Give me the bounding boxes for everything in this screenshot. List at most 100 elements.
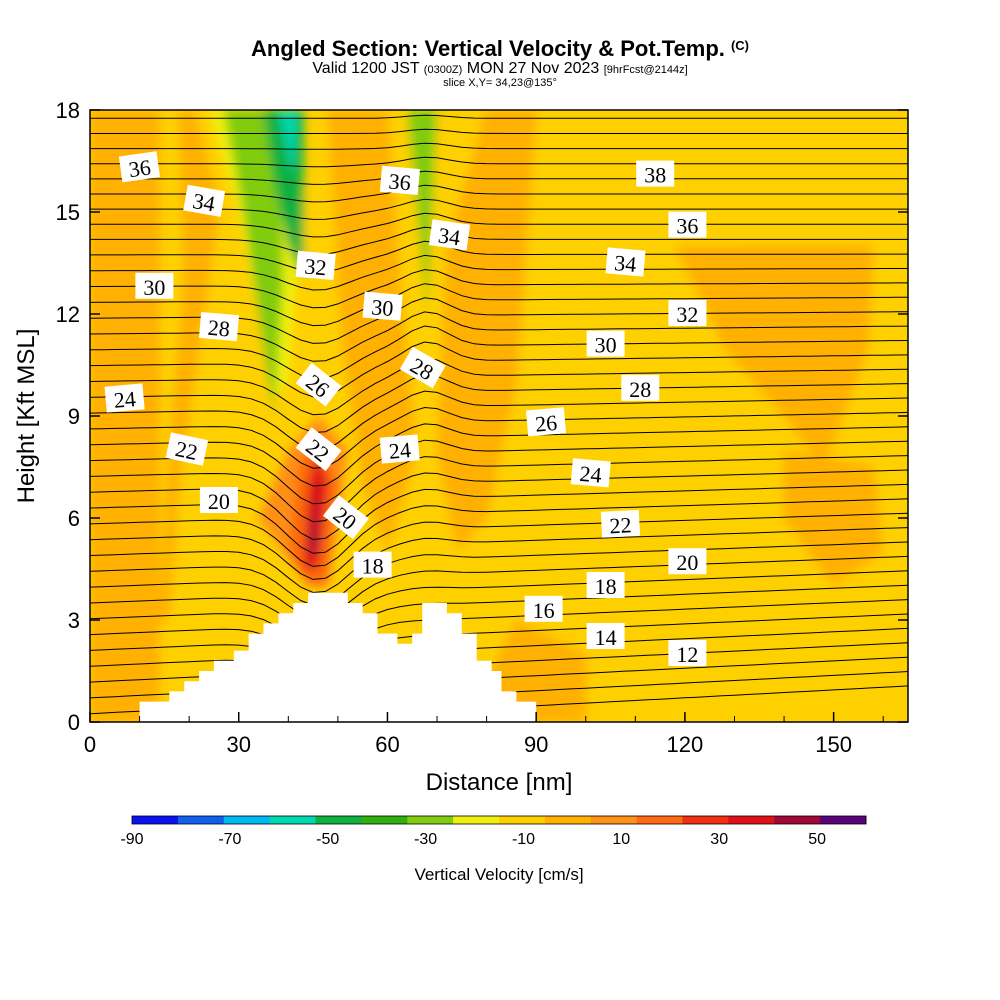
y-tick-label: 18 — [56, 98, 80, 123]
low-level-updraft-west — [90, 552, 140, 722]
isotherm-label-text: 18 — [595, 574, 617, 599]
isotherm-label-box — [165, 432, 209, 466]
isotherm-line — [90, 240, 908, 273]
isotherm-line — [90, 527, 908, 594]
updraft-lobe — [784, 450, 884, 586]
isotherm-line — [90, 439, 908, 505]
isotherm-label: 32 — [295, 250, 336, 280]
isotherm-label: 34 — [605, 247, 646, 277]
colorbar-tick-label: 50 — [808, 831, 826, 848]
isotherm-line — [90, 341, 908, 398]
colorbar-segment — [820, 816, 867, 824]
isotherm-label-text: 30 — [370, 294, 394, 321]
isotherm-label: 28 — [198, 311, 240, 342]
lee-updraft-peak — [308, 484, 318, 552]
isotherm-label-box — [600, 509, 641, 538]
isotherm-label-box — [636, 160, 675, 187]
isotherm-label-box — [295, 362, 342, 407]
isotherm-label-text: 26 — [534, 410, 558, 437]
isotherm-label-text: 12 — [676, 642, 698, 667]
isotherm-line — [90, 184, 908, 203]
isotherm-label: 34 — [428, 219, 471, 251]
isotherm-label: 38 — [636, 160, 675, 188]
isotherm-label: 24 — [570, 458, 611, 488]
isotherm-label-box — [353, 551, 392, 578]
isotherm-label: 36 — [118, 151, 161, 183]
colorbar-segment — [361, 816, 408, 824]
y-tick-label: 12 — [56, 302, 80, 327]
colorbar-title: Vertical Velocity [cm/s] — [414, 865, 583, 884]
isotherm-label-text: 38 — [644, 163, 666, 188]
isotherm-line — [90, 212, 908, 238]
isotherm-label-box — [118, 151, 161, 183]
isotherm-label-box — [399, 346, 446, 389]
isotherm-label-text: 34 — [191, 188, 217, 216]
x-tick-label: 150 — [815, 732, 852, 757]
chart-title: Angled Section: Vertical Velocity & Pot.… — [251, 36, 749, 61]
downdraft-jet-core — [278, 110, 299, 178]
isotherm-label-box — [525, 407, 567, 437]
isotherm-label-text: 18 — [362, 554, 384, 579]
isotherm-label-text: 32 — [304, 253, 328, 280]
isotherm-label: 20 — [668, 548, 707, 575]
isotherm-label-box — [183, 184, 226, 217]
isotherm-label: 28 — [621, 374, 660, 402]
colorbar-tick-label: -50 — [316, 831, 339, 848]
isotherm-line — [90, 128, 908, 134]
terrain-mask — [139, 592, 537, 722]
y-axis-title: Height [Kft MSL] — [13, 329, 40, 504]
colorbar — [131, 815, 867, 825]
isotherm-label-box — [322, 495, 369, 540]
isotherm-label-text: 36 — [127, 154, 152, 182]
isotherm-line — [90, 423, 908, 487]
isotherm-label-text: 28 — [629, 377, 651, 402]
isotherm-label-box — [362, 291, 403, 321]
isotherm-line — [90, 374, 908, 434]
isotherm-label: 22 — [600, 509, 641, 538]
slice-info: slice X,Y= 34,23@135° — [443, 77, 557, 89]
isotherm-labels: 3634302824222036323430282622202418383634… — [104, 151, 707, 667]
isotherm-label-text: 34 — [613, 250, 637, 277]
isotherm-label-box — [524, 595, 563, 622]
isotherm-line — [90, 627, 908, 685]
isotherm-label: 14 — [586, 623, 625, 650]
isotherm-line — [90, 269, 908, 309]
colorbar-segment — [453, 816, 500, 824]
isotherm-line — [90, 198, 908, 220]
isotherm-label-text: 34 — [437, 222, 462, 250]
isotherm-line — [90, 498, 908, 567]
isotherm-label: 22 — [165, 432, 209, 466]
isotherm-label-box — [668, 211, 707, 238]
isotherm-label-box — [586, 623, 625, 649]
isotherm-label-text: 24 — [113, 386, 137, 413]
isotherm-label: 16 — [524, 595, 563, 623]
isotherm-label-box — [428, 219, 471, 251]
colorbar-tick-label: 10 — [612, 831, 630, 848]
isotherm-label: 30 — [586, 330, 625, 358]
isotherm-label-text: 28 — [207, 315, 231, 342]
isotherm-label: 32 — [668, 300, 707, 327]
x-axis: 0 30 60 90 120 150 — [84, 712, 884, 757]
colorbar-tick-label: -30 — [414, 831, 437, 848]
colorbar-tick-label: -10 — [512, 831, 535, 848]
colorbar-segment — [590, 816, 638, 824]
isotherm-label-box — [668, 640, 707, 666]
isotherm-line — [90, 541, 908, 607]
colorbar-segment — [223, 816, 271, 824]
isotherm-label-box — [586, 330, 625, 357]
isotherm-label: 30 — [362, 291, 403, 321]
isotherm-line — [90, 283, 908, 327]
isotherm-label-box — [135, 272, 174, 299]
y-tick-label: 3 — [68, 608, 80, 633]
isotherm-line — [90, 390, 908, 451]
colorbar-tick-label: -90 — [120, 831, 143, 848]
colorbar-segment — [774, 816, 821, 824]
isotherm-label-text: 16 — [533, 598, 555, 623]
colorbar-frame — [131, 815, 867, 825]
x-axis-title: Distance [nm] — [426, 769, 573, 796]
colorbar-segment — [682, 816, 729, 824]
x-tick-label: 90 — [524, 732, 548, 757]
colorbar-segment — [407, 816, 454, 824]
